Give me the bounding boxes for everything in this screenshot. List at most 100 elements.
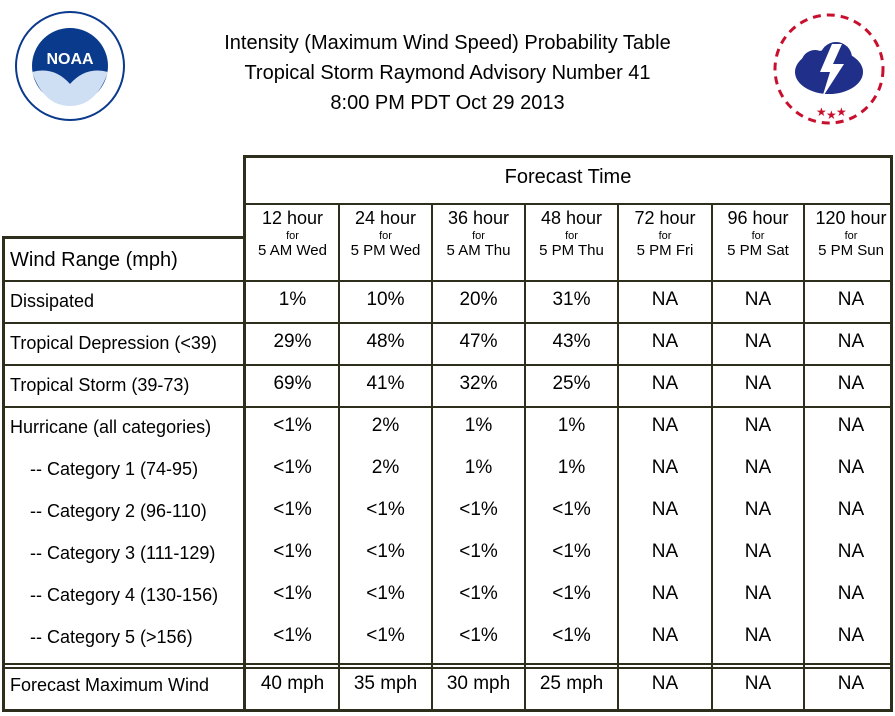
table-cell: NA [837,373,865,394]
row-label: -- Category 1 (74-95) [30,459,199,479]
table-cell: <1% [459,541,498,562]
row-label: -- Category 5 (>156) [30,627,193,647]
table-cell: <1% [273,625,312,646]
svg-text:★: ★ [826,108,837,122]
row-label: Hurricane (all categories) [10,417,212,437]
table-cell: 30 mph [446,673,511,694]
table-cell: <1% [459,499,498,520]
forecast-time-label: Forecast Time [504,166,632,188]
column-header-top: 120 hour [815,208,887,228]
column-header: 24 hour for 5 PM Wed [339,208,432,259]
row-divider [5,663,890,665]
table-cell: NA [651,583,679,604]
table-cell: NA [651,673,679,694]
table-cell: <1% [273,499,312,520]
column-header-bottom: 5 PM Thu [539,242,604,259]
table-cell: NA [651,331,679,352]
page-title: Intensity (Maximum Wind Speed) Probabili… [224,32,671,54]
svg-text:★: ★ [836,105,847,119]
table-cell: 1% [557,415,586,436]
table-cell: 69% [273,373,312,394]
table-cell: <1% [366,583,405,604]
column-header: 12 hour for 5 AM Wed [246,208,339,259]
table-cell: <1% [459,583,498,604]
row-label: -- Category 4 (130-156) [30,585,219,605]
svg-text:★: ★ [816,105,827,119]
table-cell: NA [651,625,679,646]
column-header-for: for [751,230,765,242]
table-cell: 1% [464,415,493,436]
nws-logo: ★ ★ ★ [770,10,888,128]
table-cell: <1% [273,415,312,436]
page-subtitle: Tropical Storm Raymond Advisory Number 4… [244,62,651,84]
column-header: 96 hour for 5 PM Sat [712,208,804,259]
row-divider [5,406,890,408]
table-cell: NA [837,625,865,646]
column-header: 48 hour for 5 PM Thu [525,208,618,259]
row-label: Dissipated [10,291,95,311]
table-cell: NA [837,415,865,436]
table-cell: <1% [366,541,405,562]
table-cell: 29% [273,331,312,352]
table-cell: <1% [552,499,591,520]
table-cell: 31% [552,289,591,310]
table-cell: <1% [366,625,405,646]
row-header-label: Wind Range (mph) [10,249,178,271]
row-divider [5,322,890,324]
column-header-bottom: 5 AM Thu [446,242,511,259]
table-cell: NA [744,499,772,520]
column-header-bottom: 5 PM Wed [350,242,421,259]
table-cell: 25 mph [539,673,604,694]
table-cell: 48% [366,331,405,352]
table-cell: NA [651,289,679,310]
column-header-for: for [844,230,858,242]
table-cell: 43% [552,331,591,352]
table-cell: NA [744,415,772,436]
table-cell: NA [744,625,772,646]
row-divider [5,667,890,669]
row-label: Tropical Depression (<39) [10,333,217,353]
row-label: -- Category 2 (96-110) [30,501,207,521]
table-cell: NA [744,373,772,394]
row-label: Forecast Maximum Wind [10,675,210,695]
table-cell: 32% [459,373,498,394]
table-cell: 25% [552,373,591,394]
table-cell: NA [744,331,772,352]
column-divider [803,205,805,710]
column-divider [617,205,619,710]
table-cell: 47% [459,331,498,352]
table-cell: <1% [459,625,498,646]
table-cell: <1% [552,541,591,562]
column-header-bottom: 5 AM Wed [258,242,327,259]
table-cell: NA [651,415,679,436]
table-cell: 10% [366,289,405,310]
column-header: 120 hour for 5 PM Sun [804,208,895,259]
table-cell: NA [837,541,865,562]
table-cell: <1% [552,583,591,604]
table-cell: NA [651,373,679,394]
table-cell: 1% [557,457,586,478]
table-cell: NA [744,541,772,562]
column-header-top: 48 hour [540,208,603,228]
column-header-for: for [658,230,672,242]
table-cell: 1% [278,289,307,310]
table-cell: 41% [366,373,405,394]
table-cell: 40 mph [260,673,325,694]
table-cell: NA [744,289,772,310]
column-header-bottom: 5 PM Fri [636,242,694,259]
table-cell: NA [744,583,772,604]
noaa-logo: NOAA [14,10,126,122]
table-cell: 2% [371,457,400,478]
table-cell: NA [837,457,865,478]
column-header-for: for [565,230,578,242]
table-cell: 35 mph [353,673,418,694]
table-cell: NA [744,457,772,478]
table-cell: 2% [371,415,400,436]
noaa-text: NOAA [46,51,94,68]
issued-time: 8:00 PM PDT Oct 29 2013 [330,92,565,114]
table-cell: <1% [273,583,312,604]
column-header-top: 12 hour [261,208,324,228]
column-divider [431,205,433,710]
table-cell: <1% [552,625,591,646]
column-divider [711,205,713,710]
